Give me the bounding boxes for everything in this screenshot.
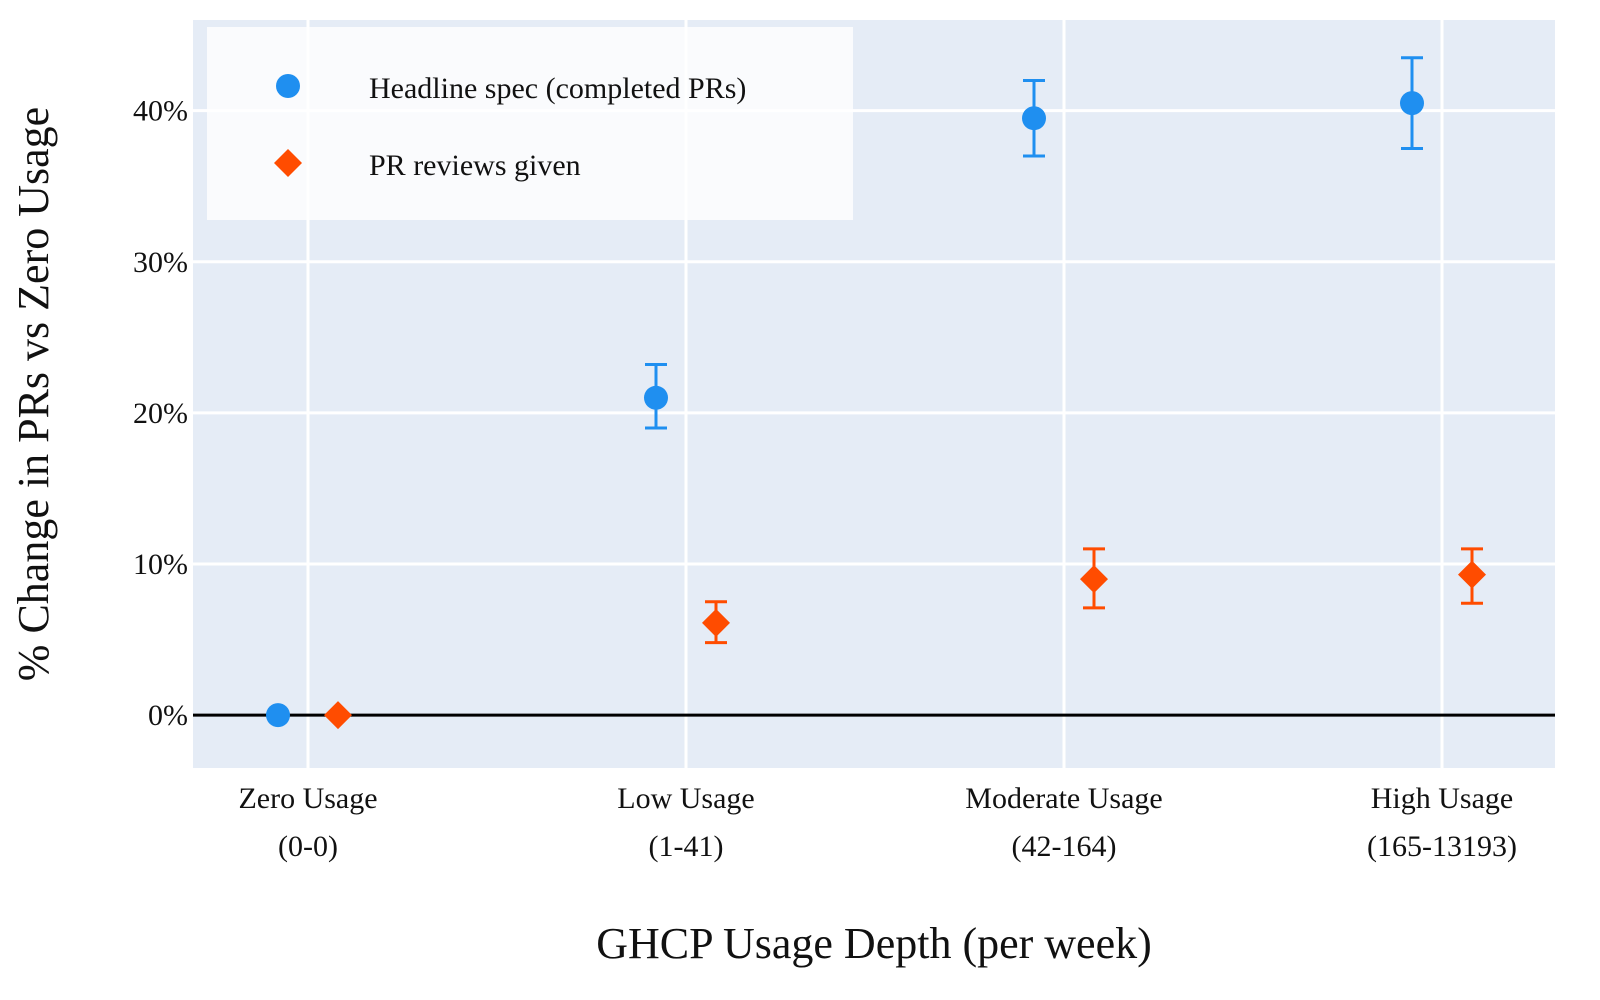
data-marks bbox=[266, 56, 1486, 730]
y-tick-label-0: 0% bbox=[148, 699, 188, 732]
point-1-2 bbox=[1080, 565, 1108, 594]
y-tick-label-1: 10% bbox=[133, 548, 188, 581]
x-tick-range-2: (42-164) bbox=[1012, 830, 1117, 863]
x-tick-range-0: (0-0) bbox=[278, 830, 338, 863]
point-0-3 bbox=[1400, 91, 1424, 116]
point-1-1 bbox=[702, 608, 730, 637]
y-axis-title: % Change in PRs vs Zero Usage bbox=[9, 107, 58, 681]
legend-label-series-1: PR reviews given bbox=[369, 149, 581, 182]
y-axis-ticks: 0% 10% 20% 30% 40% bbox=[133, 95, 188, 732]
x-tick-label-1: Low Usage bbox=[617, 782, 754, 815]
point-0-0 bbox=[266, 703, 290, 728]
x-tick-label-3: High Usage bbox=[1371, 782, 1513, 815]
legend-marker-diamond bbox=[274, 149, 302, 177]
legend-label-series-0: Headline spec (completed PRs) bbox=[369, 72, 746, 105]
y-tick-label-4: 40% bbox=[133, 95, 188, 128]
x-tick-range-1: (1-41) bbox=[649, 830, 724, 863]
y-tick-label-2: 20% bbox=[133, 397, 188, 430]
x-axis-ticks: Zero Usage (0-0) Low Usage (1-41) Moderate U… bbox=[238, 782, 1517, 863]
x-axis-title: GHCP Usage Depth (per week) bbox=[596, 919, 1152, 968]
x-tick-label-2: Moderate Usage bbox=[965, 782, 1162, 815]
point-0-1 bbox=[644, 385, 668, 410]
legend-background bbox=[207, 27, 853, 220]
point-0-2 bbox=[1022, 106, 1046, 131]
point-1-3 bbox=[1458, 560, 1486, 589]
x-tick-label-0: Zero Usage bbox=[238, 782, 377, 815]
legend-marker-circle bbox=[276, 74, 300, 98]
y-tick-label-3: 30% bbox=[133, 246, 188, 279]
point-1-0 bbox=[324, 701, 352, 730]
x-tick-range-3: (165-13193) bbox=[1367, 830, 1517, 863]
legend: Headline spec (completed PRs) PR reviews… bbox=[207, 27, 853, 220]
